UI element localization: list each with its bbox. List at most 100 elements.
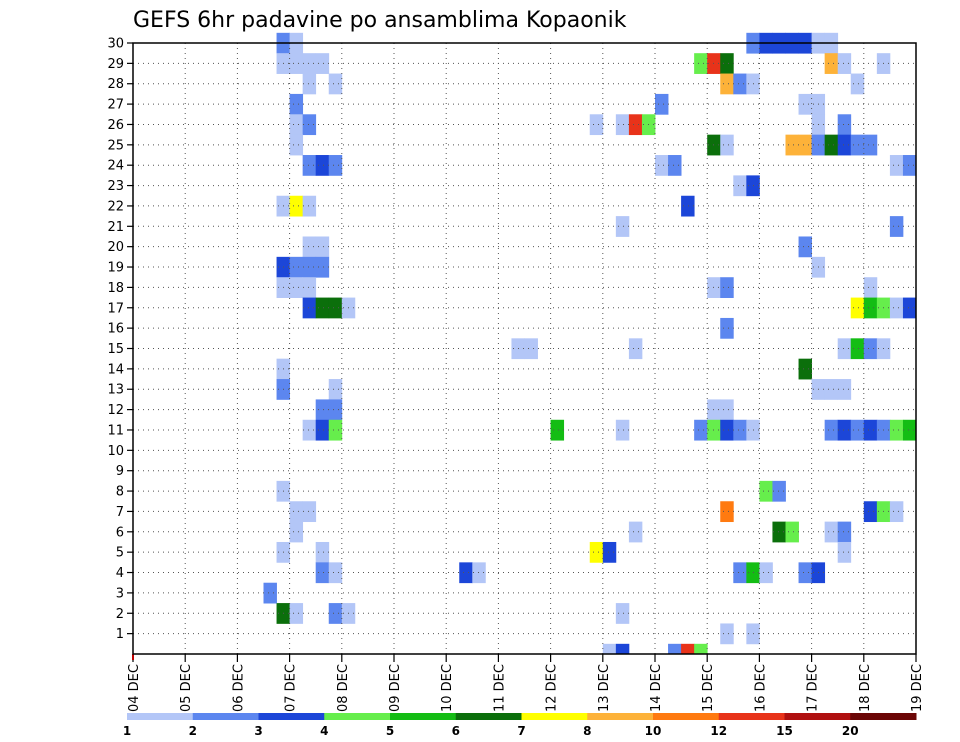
x-axis: 04 DEC 05 DEC 06 DEC 07 DEC 08 DEC 09 DEC 10 D… <box>127 654 925 712</box>
colorbar-swatch <box>587 713 654 720</box>
heatmap-cell <box>863 501 878 523</box>
y-tick-label: 14 <box>107 362 124 377</box>
colorbar-label: 12 <box>710 724 727 738</box>
heatmap-cell <box>694 53 708 74</box>
heatmap-cell <box>733 175 747 197</box>
y-tick-label: 3 <box>116 586 124 601</box>
heatmap-cell <box>889 155 904 176</box>
x-tick-label: 12 DEC <box>545 664 560 712</box>
x-tick-label: 07 DEC <box>284 664 299 712</box>
heatmap-cell <box>798 562 812 584</box>
heatmap-cell <box>720 134 734 156</box>
heatmap-cell <box>798 236 812 258</box>
heatmap-cell <box>315 541 330 563</box>
heatmap-cell <box>694 643 708 655</box>
heatmap-cell <box>524 338 538 360</box>
heatmap-cell <box>315 256 330 278</box>
y-tick-label: 18 <box>107 281 124 296</box>
colorbar-label: 8 <box>583 724 591 738</box>
colorbar-swatch <box>784 713 851 720</box>
y-tick-label: 25 <box>107 138 124 153</box>
heatmap-cell <box>615 643 630 655</box>
y-tick-label: 13 <box>107 383 124 398</box>
heatmap-cell <box>328 419 343 441</box>
heatmap-cell <box>863 277 878 298</box>
heatmap-cell <box>759 480 773 502</box>
heatmap-cell <box>681 195 695 217</box>
heatmap-cell <box>889 216 904 237</box>
heatmap-cell <box>720 501 734 523</box>
heatmap-cell <box>720 73 734 95</box>
heatmap-cell <box>589 114 604 136</box>
heatmap-cell <box>837 134 852 156</box>
heatmap-cell <box>902 419 917 441</box>
heatmap-cell <box>837 53 852 74</box>
heatmap-cell <box>798 93 812 115</box>
heatmap-cell <box>837 338 852 360</box>
heatmap-cell <box>263 582 277 604</box>
colorbar-label: 4 <box>320 724 328 738</box>
plot-frame <box>132 42 917 655</box>
heatmap-cell <box>289 277 304 298</box>
heatmap-cell <box>289 134 304 156</box>
heatmap-cell <box>289 195 304 217</box>
colorbar-swatch <box>127 713 194 720</box>
heatmap-cell <box>733 73 747 95</box>
heatmap-cell <box>302 277 317 298</box>
heatmap-cell <box>824 379 839 400</box>
heatmap-cell <box>720 419 734 441</box>
heatmap-cell <box>328 562 343 584</box>
x-tick-label: 19 DEC <box>910 664 925 712</box>
y-tick-label: 22 <box>107 199 124 214</box>
colorbar: 1 2 3 4 5 6 7 8 10 12 15 20 <box>123 713 917 738</box>
cells-layer <box>263 32 917 655</box>
heatmap-cell <box>681 643 695 655</box>
colorbar-swatch <box>390 713 457 720</box>
heatmap-cell <box>615 114 630 136</box>
heatmap-cell <box>302 236 317 258</box>
heatmap-cell <box>315 419 330 441</box>
colorbar-label: 3 <box>254 724 262 738</box>
heatmap-cell <box>315 53 330 74</box>
heatmap-cell <box>889 297 904 319</box>
heatmap-cell <box>720 277 734 298</box>
heatmap-cell <box>720 317 734 339</box>
x-tick-label: 04 DEC <box>127 664 142 712</box>
heatmap-cell <box>289 53 304 74</box>
heatmap-cell <box>328 399 343 421</box>
heatmap-cell <box>302 73 317 95</box>
heatmap-cell <box>289 521 304 543</box>
heatmap-cell <box>315 297 330 319</box>
heatmap-cell <box>315 155 330 176</box>
heatmap-cell <box>315 562 330 584</box>
colorbar-swatch <box>455 713 522 720</box>
heatmap-cell <box>798 358 812 380</box>
heatmap-cell <box>302 256 317 278</box>
heatmap-cell <box>733 562 747 584</box>
colorbar-label: 7 <box>517 724 525 738</box>
x-tick-label: 06 DEC <box>231 664 246 712</box>
heatmap-cell <box>824 521 839 543</box>
heatmap-cell <box>602 541 617 563</box>
heatmap-cell <box>837 541 852 563</box>
heatmap-cell <box>850 338 865 360</box>
y-tick-label: 5 <box>116 546 124 561</box>
colorbar-label: 15 <box>776 724 793 738</box>
heatmap-cell <box>628 114 643 136</box>
x-tick-label: 15 DEC <box>701 664 716 712</box>
heatmap-cell <box>328 297 343 319</box>
heatmap-cell <box>824 134 839 156</box>
heatmap-cell <box>628 521 643 543</box>
x-tick-label: 13 DEC <box>597 664 612 712</box>
y-tick-label: 28 <box>107 77 124 92</box>
y-tick-label: 1 <box>116 627 124 642</box>
heatmap-cell <box>315 399 330 421</box>
colorbar-swatch <box>718 713 785 720</box>
colorbar-label: 5 <box>386 724 394 738</box>
colorbar-label: 20 <box>842 724 859 738</box>
y-tick-label: 11 <box>107 423 124 438</box>
heatmap-cell <box>902 297 917 319</box>
y-tick-label: 12 <box>107 403 124 418</box>
y-tick-label: 17 <box>107 301 124 316</box>
heatmap-cell <box>798 134 812 156</box>
